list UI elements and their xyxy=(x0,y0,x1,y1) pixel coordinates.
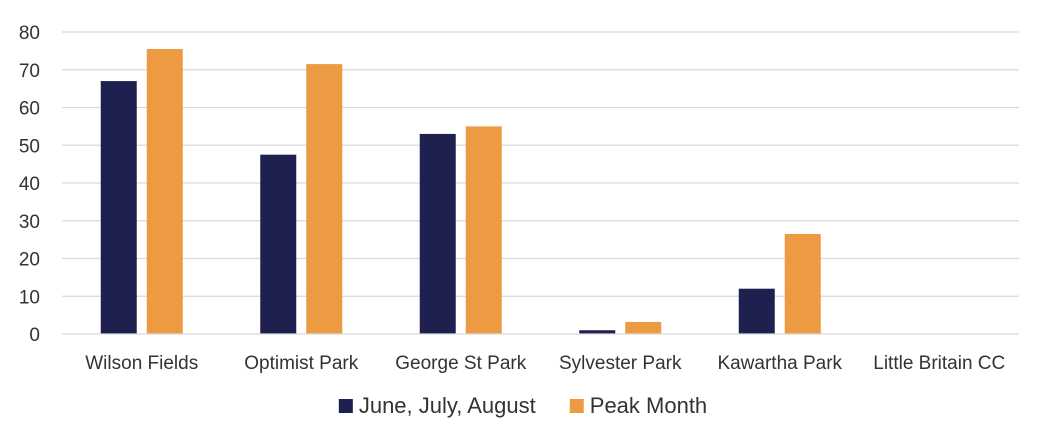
y-tick-label: 40 xyxy=(19,174,40,195)
bar xyxy=(784,233,821,334)
y-tick-label: 60 xyxy=(19,99,40,120)
x-tick-label: Wilson Fields xyxy=(85,353,198,374)
y-tick-label: 80 xyxy=(19,23,40,44)
legend-item: June, July, August xyxy=(338,393,536,418)
bar xyxy=(260,154,297,334)
y-tick-label: 20 xyxy=(19,250,40,271)
bar xyxy=(738,288,775,334)
y-tick-label: 0 xyxy=(29,325,40,346)
bars xyxy=(100,48,821,335)
bar xyxy=(625,321,662,334)
bar xyxy=(146,48,183,335)
y-tick-label: 10 xyxy=(19,287,40,308)
y-tick-label: 30 xyxy=(19,212,40,233)
y-tick-label: 70 xyxy=(19,61,40,82)
bar xyxy=(465,126,502,334)
bar xyxy=(419,133,456,334)
legend-swatch xyxy=(338,399,353,413)
legend-item: Peak Month xyxy=(569,393,707,418)
x-tick-label: Little Britain CC xyxy=(873,353,1005,374)
y-tick-label: 50 xyxy=(19,136,40,157)
legend: June, July, August Peak Month xyxy=(338,393,707,418)
legend-label: June, July, August xyxy=(359,393,536,418)
x-axis-ticks: Wilson Fields Optimist Park George St Park… xyxy=(85,353,1005,374)
bar xyxy=(306,64,343,335)
bar xyxy=(100,81,137,334)
x-tick-label: Sylvester Park xyxy=(559,353,682,374)
gridlines xyxy=(62,31,1019,297)
legend-swatch xyxy=(569,399,584,413)
y-axis-ticks: 0 10 20 30 40 50 60 70 80 xyxy=(19,23,40,346)
x-tick-label: Kawartha Park xyxy=(717,353,842,374)
bar xyxy=(579,330,616,334)
legend-label: Peak Month xyxy=(590,393,707,418)
x-tick-label: George St Park xyxy=(395,353,526,374)
x-tick-label: Optimist Park xyxy=(244,353,359,374)
